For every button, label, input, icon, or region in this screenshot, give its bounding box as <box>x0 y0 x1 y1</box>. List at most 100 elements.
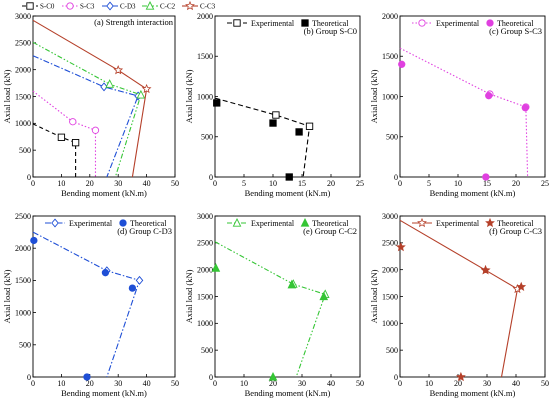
y-tick-label: 1500 <box>197 52 213 61</box>
legend-marker <box>486 19 494 27</box>
y-tick-label: 0 <box>27 373 31 382</box>
x-tick-label: 15 <box>298 179 306 188</box>
plot-frame <box>214 215 361 378</box>
y-tick-label: 2000 <box>382 12 398 21</box>
panel-b: 0 5 10 15 20 25 0 500 1000 1500 2000 Bending moment… <box>184 12 364 198</box>
panel-e: 0 10 20 30 40 50050010001500200025003000Bendi… <box>184 212 364 398</box>
y-tick-label: 3000 <box>197 212 213 221</box>
data-point <box>100 82 108 92</box>
x-tick-label: 10 <box>240 379 248 388</box>
series-theoretical <box>30 236 137 381</box>
series-theoretical <box>398 60 529 181</box>
y-tick-label: 2500 <box>15 39 31 48</box>
x-tick-label: 50 <box>171 179 179 188</box>
legend-marker <box>119 219 127 227</box>
series-experimental <box>399 47 530 178</box>
data-point <box>30 236 38 245</box>
data-point <box>141 83 152 94</box>
y-tick-label: 1000 <box>15 308 31 317</box>
panel-title: (a) Strength interaction <box>94 17 174 27</box>
data-point <box>91 126 100 134</box>
y-tick-label: 0 <box>209 373 213 382</box>
plot-frame <box>399 15 546 178</box>
panel-title: (f) Group C-C3 <box>489 226 542 236</box>
legend-marker <box>418 19 426 27</box>
y-tick-label: 1000 <box>382 319 398 328</box>
x-tick-label: 10 <box>454 179 462 188</box>
x-tick-label: 5 <box>242 179 246 188</box>
data-point <box>136 89 146 99</box>
series-line <box>214 241 326 378</box>
panel-title: (b) Group S-C0 <box>304 26 357 36</box>
panel-title: (c) Group S-C3 <box>489 26 542 36</box>
x-tick-label: 10 <box>57 179 65 188</box>
panel-a: 0 10 20 30 40 50050010001500200025003000Bendi… <box>2 0 216 198</box>
data-point <box>395 241 406 252</box>
data-point <box>485 92 493 100</box>
data-point <box>128 284 137 292</box>
legend-label: C-D3 <box>120 3 136 11</box>
y-tick-label: 2500 <box>382 239 398 248</box>
legend-marker <box>106 1 114 11</box>
series-line <box>399 47 529 178</box>
data-point <box>516 281 527 292</box>
x-axis-label: Bending moment (kN.m) <box>245 188 331 198</box>
plot-frame <box>399 215 546 378</box>
x-tick-label: 10 <box>269 179 277 188</box>
data-point <box>71 139 80 147</box>
data-point <box>295 128 303 136</box>
legend-marker <box>485 217 495 228</box>
legend-marker <box>66 2 74 10</box>
data-point <box>211 263 221 272</box>
y-tick-label: 0 <box>27 173 31 182</box>
y-tick-label: 500 <box>201 133 213 142</box>
series-c-d3 <box>32 55 142 178</box>
series-line <box>32 123 77 177</box>
y-tick-label: 0 <box>394 373 398 382</box>
y-tick-label: 1500 <box>197 292 213 301</box>
legend-marker <box>51 218 59 228</box>
x-tick-label: 20 <box>269 379 277 388</box>
series-experimental <box>399 219 523 378</box>
series-theoretical <box>395 241 527 382</box>
legend-marker <box>417 217 427 228</box>
legend-marker <box>301 19 309 27</box>
panel-title: (d) Group C-D3 <box>117 226 172 236</box>
legend-marker <box>145 0 155 10</box>
data-point <box>101 269 110 277</box>
x-tick-label: 30 <box>114 379 122 388</box>
data-point <box>482 173 490 181</box>
y-axis-label: Axial load (kN) <box>184 269 194 323</box>
y-tick-label: 2000 <box>197 12 213 21</box>
x-tick-label: 40 <box>143 179 151 188</box>
panel-c: 0 5 10 15 20 25 0 500 1000 1500 2000 Bending moment… <box>369 12 549 198</box>
x-tick-label: 5 <box>427 179 431 188</box>
data-point <box>83 373 91 381</box>
plot-frame <box>214 15 361 178</box>
series-s-c3 <box>32 90 100 177</box>
data-point <box>113 65 124 75</box>
x-tick-label: 20 <box>86 179 94 188</box>
legend-label: C-C3 <box>200 3 216 11</box>
series-experimental <box>214 97 314 178</box>
x-tick-label: 0 <box>213 179 217 188</box>
legend-marker <box>300 217 310 227</box>
x-axis-label: Bending moment (kN.m) <box>430 388 516 398</box>
y-tick-label: 1000 <box>197 319 213 328</box>
y-tick-label: 0 <box>209 173 213 182</box>
series-line <box>32 55 139 178</box>
y-axis-label: Axial load (kN) <box>369 269 379 323</box>
series-line <box>32 90 97 177</box>
legend-label: Experimental <box>251 19 295 28</box>
series-line <box>32 231 141 378</box>
legend-label: Theoretical <box>130 219 167 228</box>
x-tick-label: 25 <box>541 179 549 188</box>
series-experimental <box>214 241 330 378</box>
x-tick-label: 20 <box>512 179 520 188</box>
series-experimental <box>32 231 144 378</box>
x-tick-label: 0 <box>31 179 35 188</box>
y-axis-label: Axial load (kN) <box>369 69 379 123</box>
series-line <box>399 219 519 378</box>
y-axis-label: Axial load (kN) <box>184 69 194 123</box>
